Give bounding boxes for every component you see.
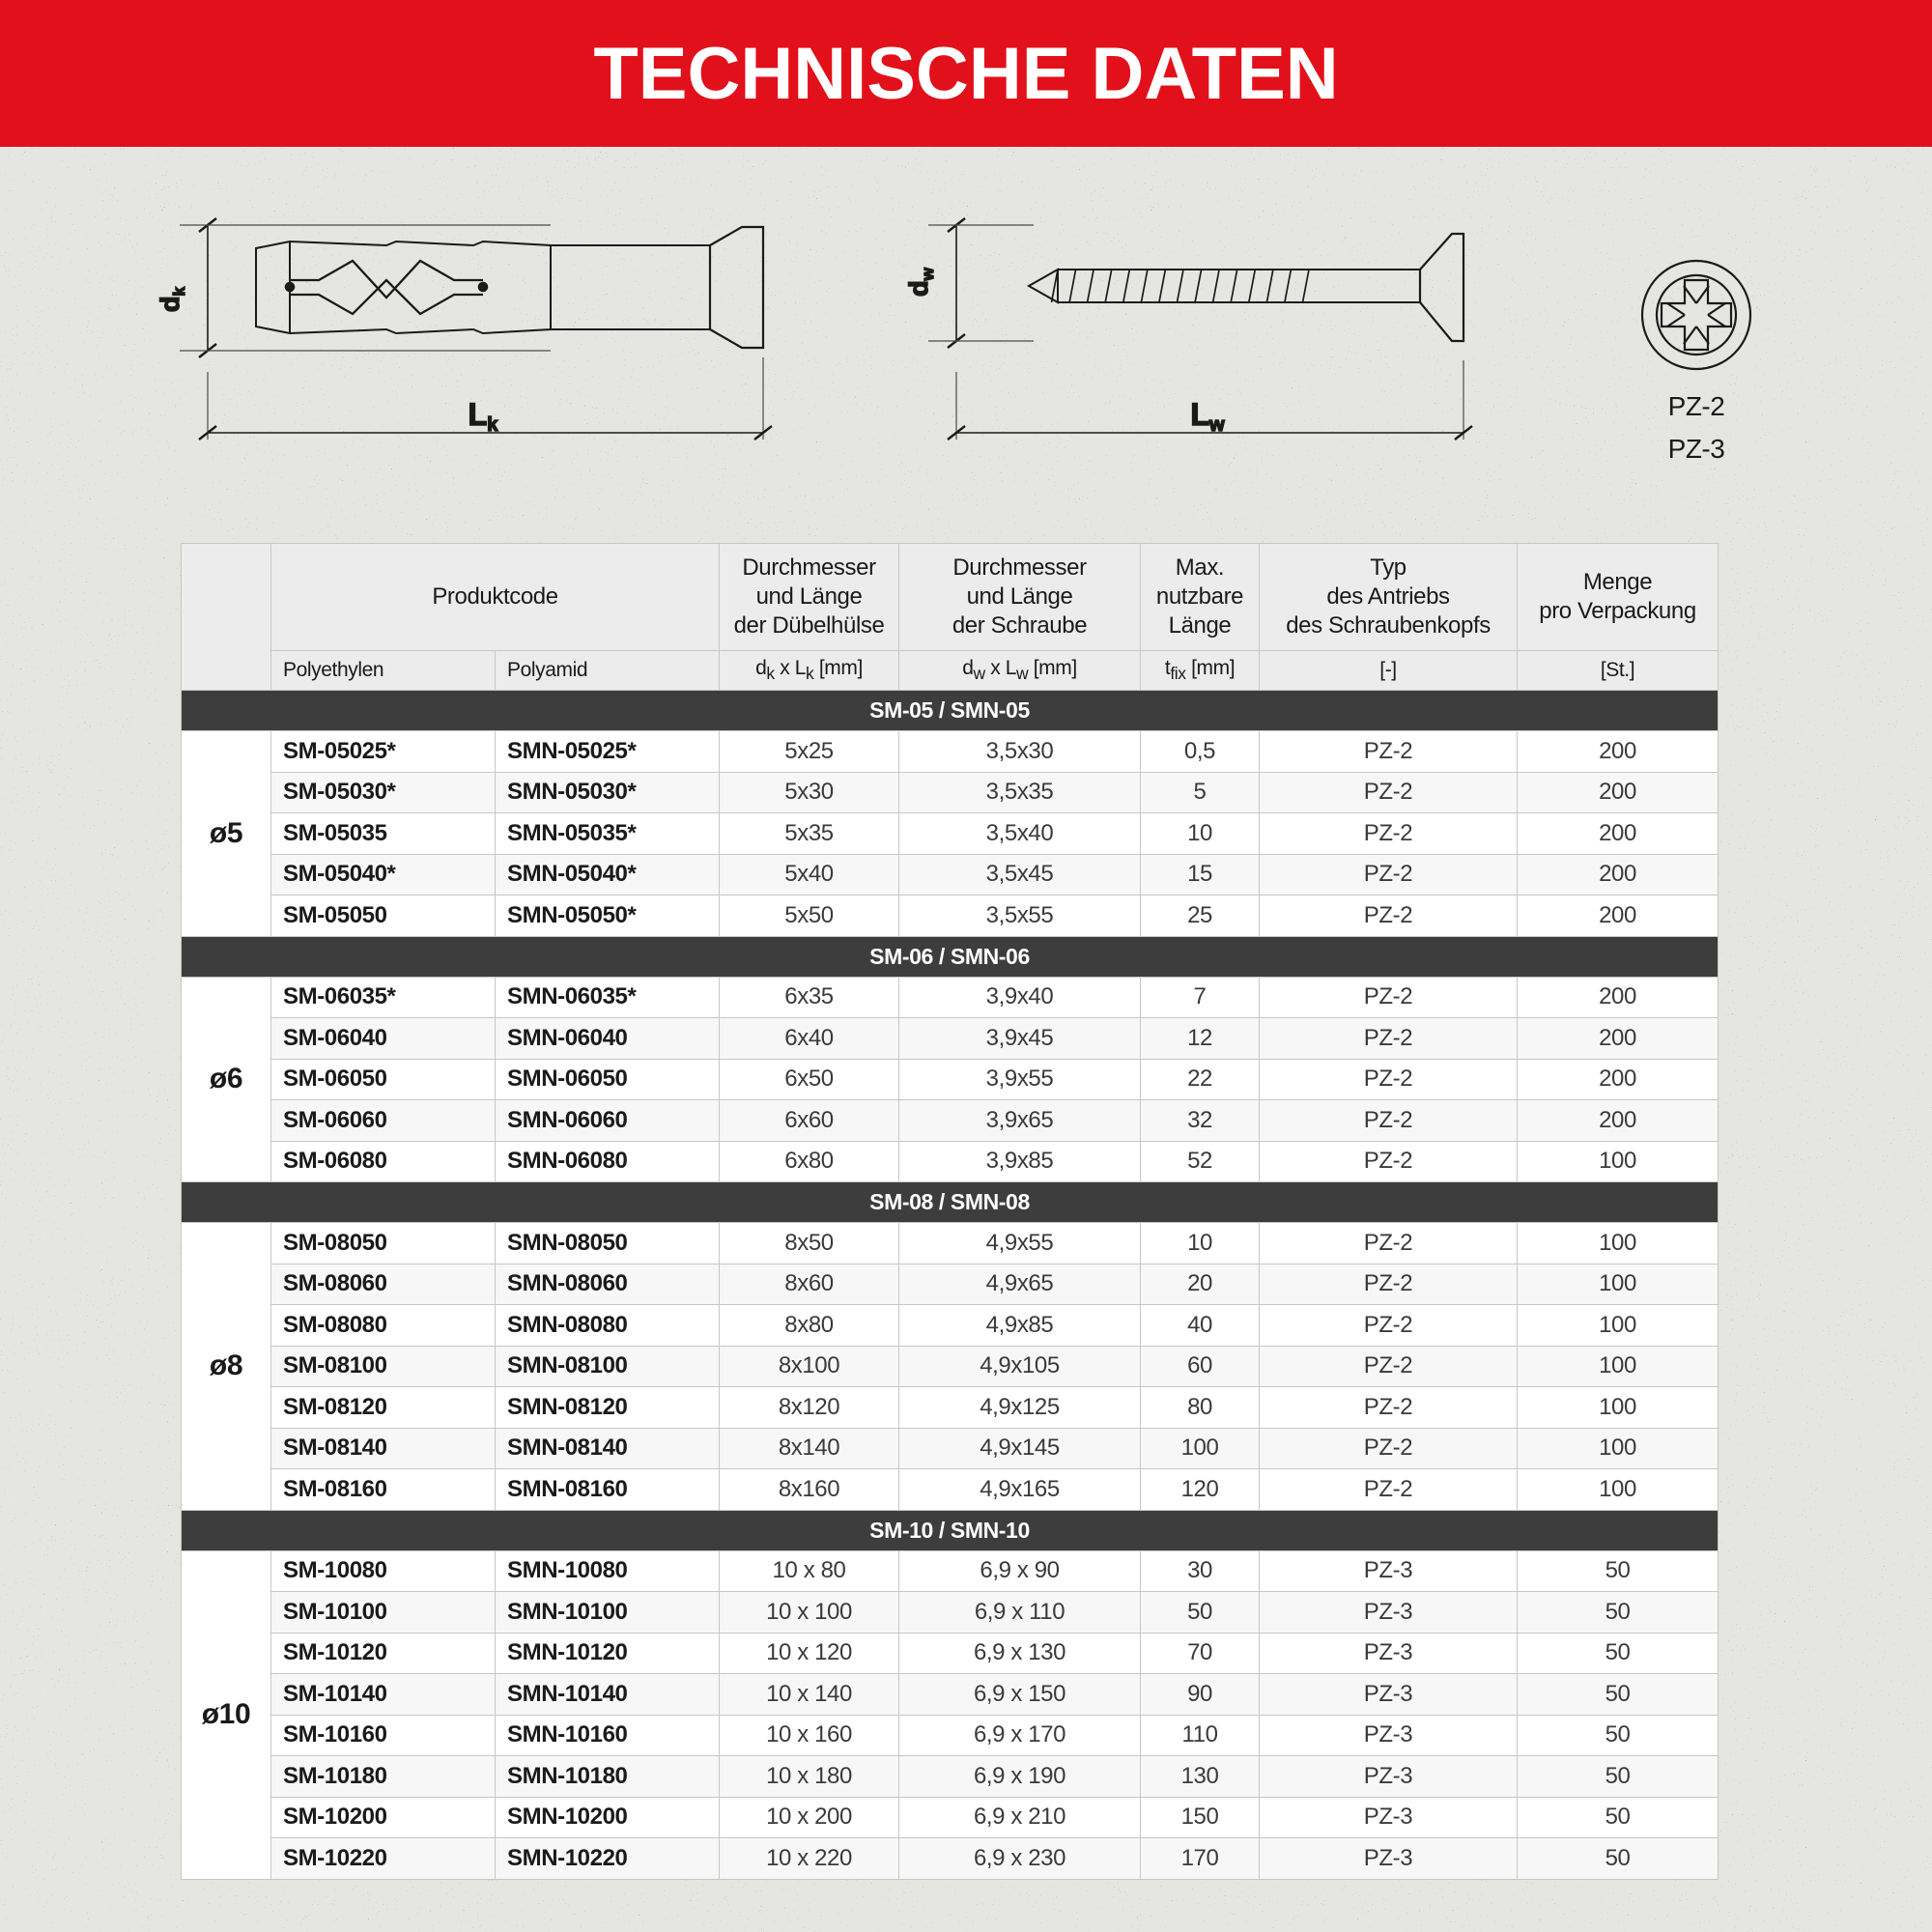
svg-text:Lw: Lw — [1190, 397, 1225, 436]
svg-text:dk: dk — [156, 286, 188, 312]
svg-text:Lk: Lk — [469, 397, 499, 436]
svg-text:dw: dw — [904, 267, 937, 297]
